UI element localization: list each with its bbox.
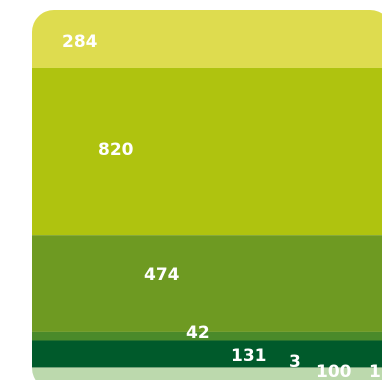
data-label-3: 3 bbox=[289, 352, 301, 372]
bar-segments bbox=[32, 10, 382, 380]
data-label-42: 42 bbox=[186, 323, 210, 343]
bar-segment-131 bbox=[32, 340, 382, 368]
data-labels: 284 820 474 42 131 3 100 1 bbox=[62, 32, 381, 380]
data-label-820: 820 bbox=[98, 140, 134, 160]
data-label-474: 474 bbox=[144, 265, 180, 285]
bar-segment-42 bbox=[32, 331, 382, 341]
data-label-131: 131 bbox=[231, 346, 267, 366]
data-label-1: 1 bbox=[369, 362, 381, 380]
data-label-100: 100 bbox=[316, 362, 352, 380]
bar-segment-100 bbox=[32, 367, 382, 380]
bar-segment-820 bbox=[32, 67, 382, 236]
bar-segment-474 bbox=[32, 235, 382, 332]
data-label-284: 284 bbox=[62, 32, 98, 52]
bar-segment-3 bbox=[32, 367, 382, 368]
bar-segment-284 bbox=[32, 10, 382, 68]
